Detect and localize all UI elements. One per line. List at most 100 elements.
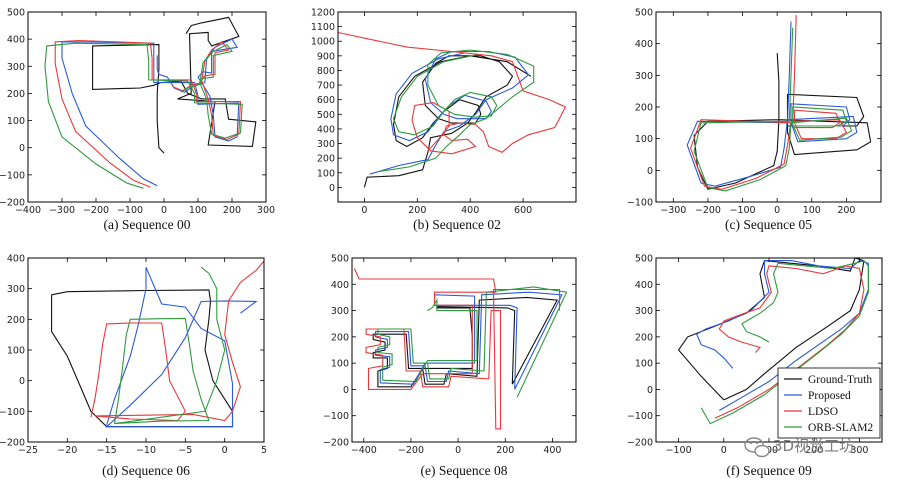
- y-tick-label: 300: [7, 62, 25, 73]
- subfigure-caption: (d) Sequence 06: [102, 463, 190, 478]
- chart-panel-2: 0 200 400 600 0 100 200 300 400 500 600 700 800 900 10…: [311, 8, 577, 232]
- plot-frame: [655, 11, 882, 203]
- subfigure-caption: (f) Sequence 09: [726, 463, 812, 478]
- x-tick-label: 200: [805, 445, 823, 456]
- y-tick-label: −200: [0, 198, 25, 209]
- y-tick-label: 300: [635, 306, 653, 317]
- y-tick-label: 200: [635, 103, 653, 114]
- y-tick-label: 400: [7, 254, 25, 265]
- series-ldso: [90, 260, 264, 422]
- y-tick-label: 0: [647, 166, 653, 177]
- series-proposed: [105, 266, 258, 428]
- x-tick-label: 400: [543, 445, 561, 456]
- series-orb-slam2: [377, 286, 568, 398]
- series-proposed: [686, 21, 858, 187]
- series-ground-truth: [693, 53, 872, 190]
- y-tick-label: 500: [635, 8, 653, 19]
- x-tick-label: 400: [461, 205, 479, 216]
- plot-frame: [337, 11, 577, 203]
- plot-frame: [351, 257, 577, 443]
- x-tick-label: 0: [721, 445, 727, 456]
- y-tick-label: 200: [7, 315, 25, 326]
- y-tick-label: 400: [635, 280, 653, 291]
- x-tick-label: 200: [837, 205, 855, 216]
- y-tick-label: 100: [635, 359, 653, 370]
- subfigure-caption: (e) Sequence 08: [421, 463, 508, 478]
- y-tick-label: 600: [317, 95, 335, 106]
- series-orb-slam2: [380, 49, 535, 172]
- y-tick-label: 400: [7, 35, 25, 46]
- y-tick-label: 100: [317, 168, 335, 179]
- wechat-icon: [744, 437, 770, 458]
- y-tick-label: −100: [323, 411, 349, 422]
- x-tick-label: −20: [57, 445, 77, 456]
- y-tick-label: 300: [635, 71, 653, 82]
- x-tick-label: 0: [222, 445, 228, 456]
- y-tick-label: 200: [331, 332, 349, 343]
- x-tick-label: −300: [49, 205, 75, 216]
- x-tick-label: −300: [660, 205, 686, 216]
- series-ground-truth: [92, 16, 257, 154]
- y-tick-label: −100: [627, 198, 653, 209]
- y-tick-label: 1200: [311, 8, 335, 19]
- x-tick-label: 300: [257, 205, 275, 216]
- legend-label: ORB-SLAM2: [808, 422, 873, 434]
- x-tick-label: −200: [398, 445, 424, 456]
- y-tick-label: 0: [647, 385, 653, 396]
- y-tick-label: 100: [331, 359, 349, 370]
- x-tick-label: −25: [18, 445, 38, 456]
- y-tick-label: −100: [0, 407, 25, 418]
- y-tick-label: 0: [343, 385, 349, 396]
- series-ldso: [338, 31, 567, 155]
- x-tick-label: 0: [161, 205, 167, 216]
- y-tick-label: −200: [627, 438, 653, 449]
- x-tick-label: 5: [261, 445, 267, 456]
- x-tick-label: −5: [178, 445, 192, 456]
- y-tick-label: −100: [627, 411, 653, 422]
- series-ground-truth: [363, 55, 532, 188]
- y-tick-label: 500: [7, 8, 25, 19]
- watermark-text: 3D视觉工坊: [773, 437, 854, 455]
- y-tick-label: 500: [317, 110, 335, 121]
- y-tick-label: 400: [331, 280, 349, 291]
- legend-label: Proposed: [808, 390, 851, 402]
- series-proposed: [369, 50, 530, 175]
- y-tick-label: 200: [7, 89, 25, 100]
- series-ldso: [690, 15, 848, 190]
- chart-panel-1: −400 −300 −200 −100 0 100 200 300 −200 −100 0 100 20…: [0, 8, 275, 233]
- x-tick-label: 200: [496, 445, 514, 456]
- x-tick-label: −100: [117, 205, 143, 216]
- series-ldso: [54, 39, 242, 188]
- y-tick-label: 800: [317, 66, 335, 77]
- series-ldso: [714, 265, 865, 419]
- subfigure-caption: (a) Sequence 00: [104, 217, 191, 232]
- series-orb-slam2: [44, 42, 243, 189]
- x-tick-label: 300: [850, 445, 868, 456]
- x-tick-label: −200: [695, 205, 721, 216]
- chart-panel-6: −1000100200300−200−1000100200300400500(f…: [627, 254, 883, 478]
- series-orb-slam2: [113, 266, 226, 425]
- x-tick-label: 0: [361, 205, 367, 216]
- x-tick-label: 600: [514, 205, 532, 216]
- x-tick-label: −100: [666, 445, 692, 456]
- x-tick-label: −200: [83, 205, 109, 216]
- series-ground-truth: [51, 289, 234, 428]
- y-tick-label: 1100: [311, 22, 335, 33]
- y-tick-label: 0: [329, 183, 335, 194]
- y-tick-label: 500: [635, 254, 653, 265]
- x-tick-label: −15: [97, 445, 117, 456]
- x-tick-label: 200: [223, 205, 241, 216]
- y-tick-label: 200: [317, 154, 335, 165]
- x-tick-label: −10: [136, 445, 156, 456]
- x-tick-label: 100: [189, 205, 207, 216]
- y-tick-label: −200: [0, 438, 25, 449]
- legend: Ground-Truth Proposed LDSO ORB-SLAM2: [777, 367, 881, 439]
- series-orb-slam2: [693, 27, 853, 192]
- x-tick-label: −100: [729, 205, 755, 216]
- y-tick-label: −100: [0, 170, 25, 181]
- watermark: 3D视觉工坊: [744, 437, 854, 458]
- y-tick-label: 200: [635, 332, 653, 343]
- series-proposed: [696, 259, 869, 411]
- plot-frame: [27, 11, 267, 203]
- y-tick-label: 400: [635, 39, 653, 50]
